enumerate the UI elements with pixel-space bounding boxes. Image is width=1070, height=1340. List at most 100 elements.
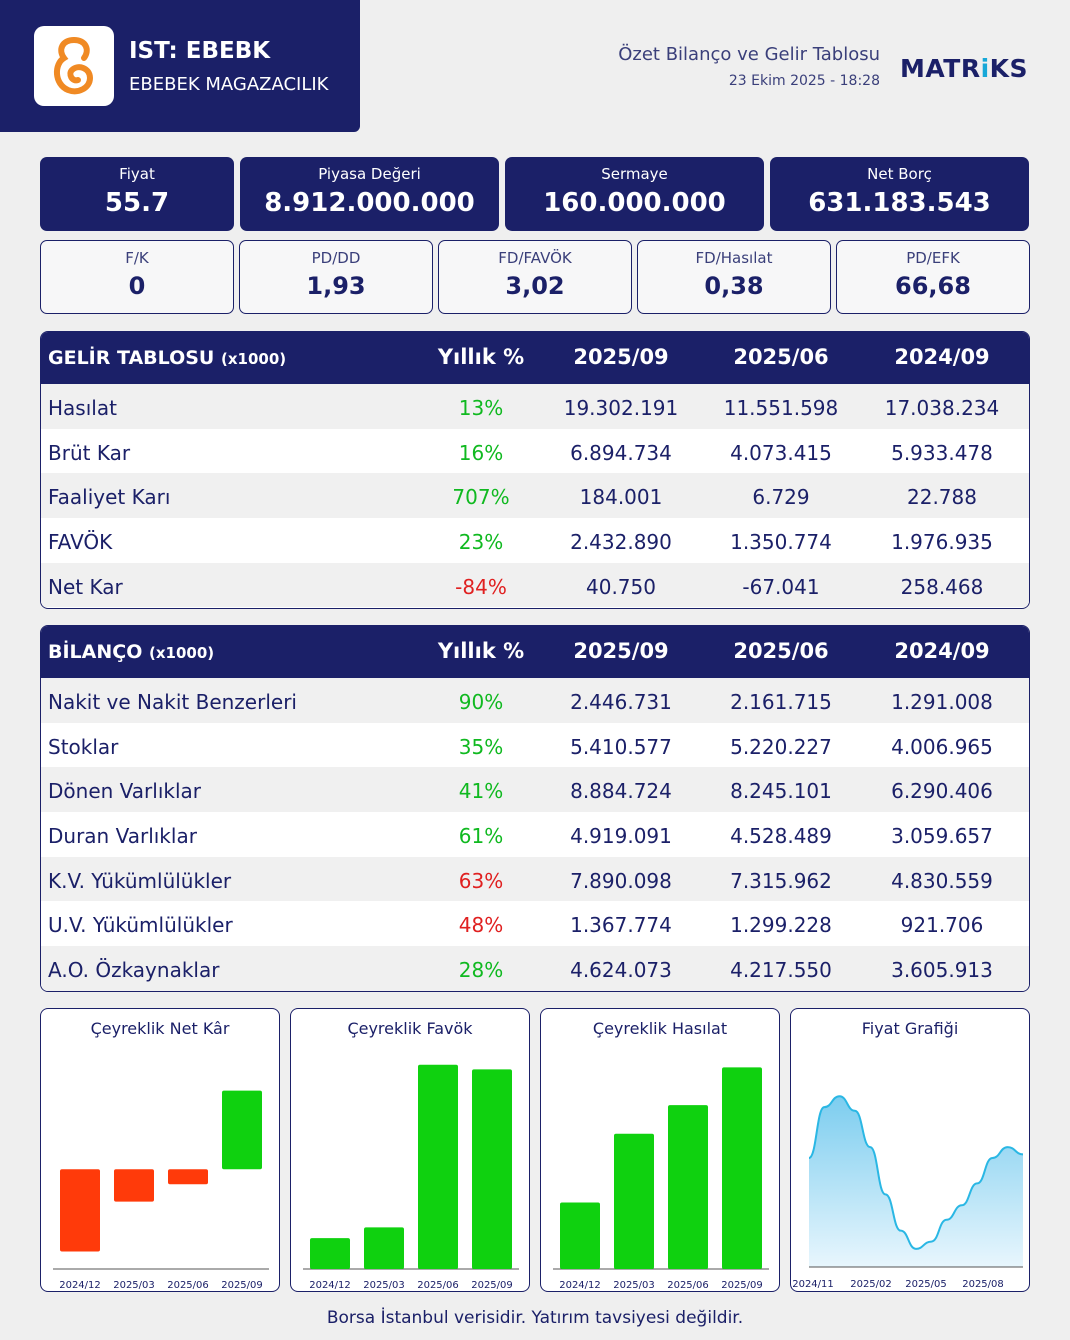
value-2025-09: 184.001 — [579, 485, 663, 510]
ratio-ev-sales: FD/Hasılat 0,38 — [637, 240, 831, 314]
bar-2025/09 — [722, 1067, 762, 1269]
ratio-pe: F/K 0 — [40, 240, 234, 314]
value-2025-06: 7.315.962 — [730, 868, 832, 893]
value-2025-09: 5.410.577 — [570, 734, 672, 759]
chart-price: Fiyat Grafiği 2024/11 2025/02 2025/05 2025/… — [790, 1008, 1030, 1292]
value-2025-06: 4.217.550 — [730, 958, 832, 983]
bar-2025/03 — [364, 1227, 404, 1269]
value-2024-09: 1.291.008 — [891, 690, 993, 714]
x-tick-label: 2025/09 — [221, 1280, 263, 1291]
x-tick-label: 2025/06 — [167, 1280, 209, 1291]
x-tick-label: 2024/12 — [59, 1280, 101, 1291]
report-title: Özet Bilanço ve Gelir Tablosu — [618, 44, 880, 65]
table-row: A.O. Özkaynaklar 28% 4.624.073 4.217.550 3.6… — [41, 946, 1029, 991]
value-2024-09: 258.468 — [900, 574, 984, 599]
value-2025-06: 1.350.774 — [730, 530, 832, 555]
table-row: Faaliyet Karı 707% 184.001 6.729 22.788 — [41, 473, 1029, 519]
table-row: U.V. Yükümlülükler 48% 1.367.774 1.299.228 9… — [41, 901, 1029, 946]
row-label: Net Kar — [48, 574, 123, 599]
value-2025-06: 11.551.598 — [723, 396, 839, 420]
row-label: A.O. Özkaynaklar — [48, 958, 220, 983]
ratio-pb: PD/DD 1,93 — [239, 240, 433, 314]
table-row: K.V. Yükümlülükler 63% 7.890.098 7.315.962 4… — [41, 856, 1029, 902]
value-2024-09: 3.605.913 — [891, 958, 993, 983]
value-2024-09: 22.788 — [907, 485, 977, 510]
brand-arrow-icon: i — [980, 54, 990, 83]
row-label: U.V. Yükümlülükler — [48, 913, 233, 938]
x-tick-label: 2024/11 — [792, 1279, 834, 1290]
ratio-pd-efk: PD/EFK 66,68 — [836, 240, 1030, 314]
x-tick-label: 2025/02 — [850, 1279, 892, 1290]
value-2025-09: 8.884.724 — [570, 779, 672, 804]
value-2025-06: 5.220.227 — [730, 734, 832, 759]
row-label: Faaliyet Karı — [48, 485, 171, 510]
value-2025-09: 4.919.091 — [570, 824, 672, 849]
table-row: Net Kar -84% 40.750 -67.041 258.468 — [41, 562, 1029, 608]
value-2024-09: 17.038.234 — [884, 396, 1000, 420]
bar-2024/12 — [560, 1202, 600, 1269]
value-2025-09: 2.432.890 — [570, 530, 672, 555]
row-label: Nakit ve Nakit Benzerleri — [48, 690, 297, 714]
row-label: Stoklar — [48, 734, 119, 759]
bar-2025/06 — [168, 1169, 208, 1185]
value-2025-06: -67.041 — [742, 574, 820, 599]
report-date: 23 Ekim 2025 - 18:28 — [728, 73, 880, 89]
value-2024-09: 4.830.559 — [891, 868, 993, 893]
matriks-logo: MATRiKS — [900, 54, 1029, 83]
row-label: FAVÖK — [48, 530, 113, 555]
bar-2024/12 — [60, 1169, 100, 1252]
x-tick-label: 2024/12 — [559, 1280, 601, 1291]
value-2025-09: 4.624.073 — [570, 958, 672, 983]
table-row: Nakit ve Nakit Benzerleri 90% 2.446.731 2.1… — [41, 678, 1029, 723]
value-2025-06: 6.729 — [752, 485, 810, 510]
x-tick-label: 2025/05 — [905, 1279, 947, 1290]
value-2025-09: 7.890.098 — [570, 868, 672, 893]
price-line — [808, 1095, 1024, 1250]
x-tick-label: 2024/12 — [309, 1280, 351, 1291]
value-2024-09: 921.706 — [900, 913, 984, 938]
table-row: Duran Varlıklar 61% 4.919.091 4.528.489 3.05… — [41, 812, 1029, 857]
bar-2025/09 — [222, 1090, 262, 1170]
header-panel: IST: EBEBK EBEBEK MAGAZACILIK — [0, 0, 360, 132]
value-2025-06: 4.528.489 — [730, 824, 832, 849]
yoy-change: 13% — [458, 396, 504, 420]
value-2025-09: 6.894.734 — [570, 440, 672, 465]
chart-ebitda: Çeyreklik Favök 2024/12 2025/03 2025/06 202… — [290, 1008, 530, 1292]
x-tick-label: 2025/08 — [962, 1279, 1004, 1290]
table-row: Dönen Varlıklar 41% 8.884.724 8.245.101 6.29… — [41, 767, 1029, 813]
chart-net-profit: Çeyreklik Net Kâr 2024/12 2025/03 2025/06 2… — [40, 1008, 280, 1292]
row-label: Dönen Varlıklar — [48, 779, 201, 804]
ticker-symbol: IST: EBEBK — [129, 38, 271, 64]
yoy-change: 61% — [458, 824, 504, 849]
table-row: Hasılat 13% 19.302.191 11.551.598 17.038.234 — [41, 384, 1029, 429]
price-area — [809, 1096, 1023, 1267]
yoy-change: 16% — [458, 440, 504, 465]
yoy-change: 41% — [458, 779, 504, 804]
value-2025-06: 2.161.715 — [730, 690, 832, 714]
bar-2025/06 — [668, 1105, 708, 1269]
ebebek-logo-icon — [34, 26, 114, 106]
disclaimer: Borsa İstanbul verisidir. Yatırım tavsiy… — [326, 1308, 744, 1328]
value-2025-09: 40.750 — [586, 574, 656, 599]
chart-revenue: Çeyreklik Hasılat 2024/12 2025/03 2025/06 2… — [540, 1008, 780, 1292]
yoy-change: 707% — [452, 485, 510, 510]
income-statement-table: GELİR TABLOSU (x1000) Yıllık % 2025/09 2… — [40, 331, 1030, 609]
balance-table-header: BİLANÇO (x1000) Yıllık % 2025/09 2025/06… — [41, 626, 1029, 678]
bar-2025/03 — [114, 1169, 154, 1202]
bar-2024/12 — [310, 1238, 350, 1269]
value-2025-09: 2.446.731 — [570, 690, 672, 714]
x-tick-label: 2025/03 — [113, 1280, 155, 1291]
yoy-change: 48% — [458, 913, 504, 938]
value-2024-09: 1.976.935 — [891, 530, 993, 555]
kpi-net-debt: Net Borç 631.183.543 — [770, 157, 1029, 231]
bar-2025/09 — [472, 1069, 512, 1269]
yoy-change: 90% — [458, 690, 504, 714]
kpi-price: Fiyat 55.7 — [40, 157, 234, 231]
income-table-header: GELİR TABLOSU (x1000) Yıllık % 2025/09 2… — [41, 332, 1029, 384]
x-tick-label: 2025/03 — [363, 1280, 405, 1291]
kpi-capital: Sermaye 160.000.000 — [505, 157, 764, 231]
x-tick-label: 2025/03 — [613, 1280, 655, 1291]
balance-sheet-table: BİLANÇO (x1000) Yıllık % 2025/09 2025/06… — [40, 625, 1030, 992]
x-tick-label: 2025/09 — [721, 1280, 763, 1291]
value-2025-06: 1.299.228 — [730, 913, 832, 938]
